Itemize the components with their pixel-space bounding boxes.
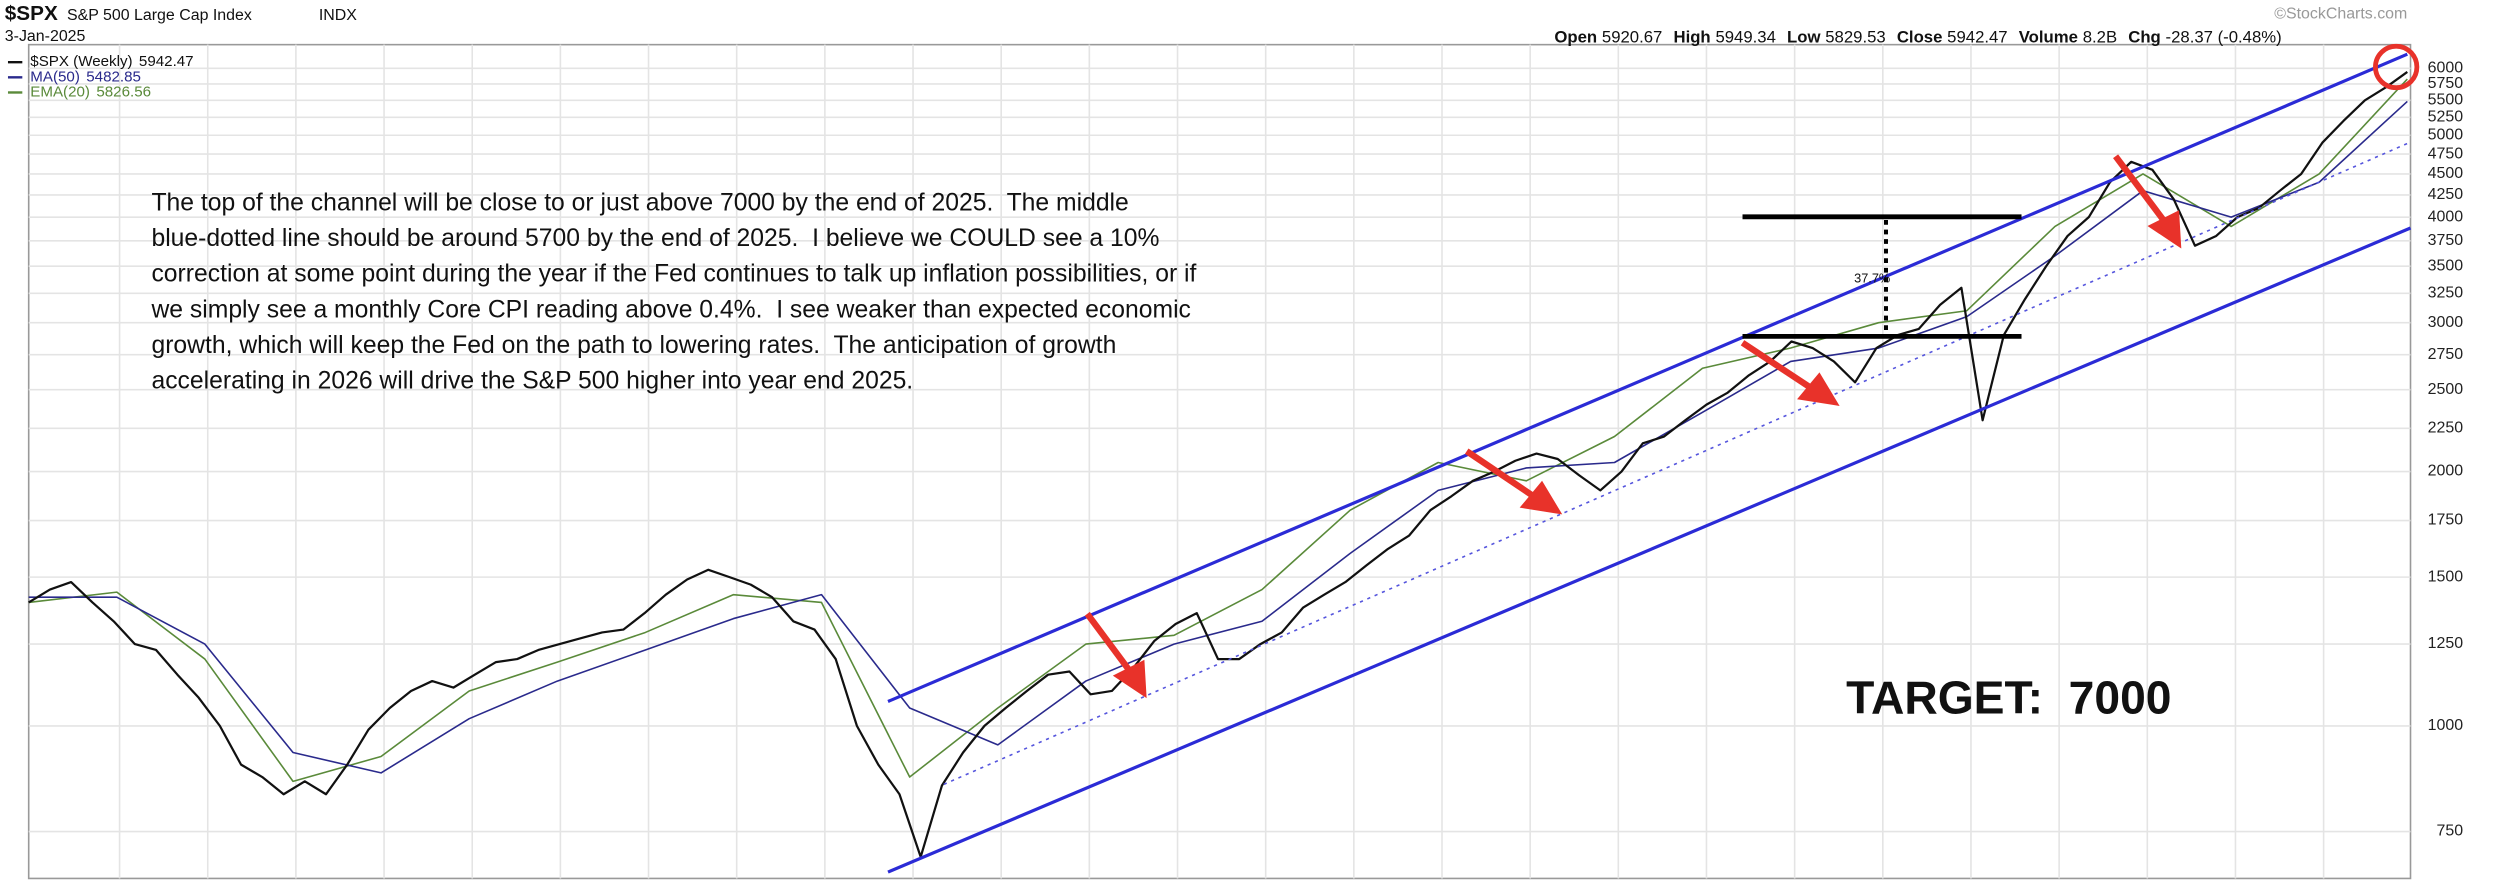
commentary-line: The top of the channel will be close to … [151, 190, 1128, 217]
stat-label: Close [1897, 28, 1943, 47]
grid: 750 1000 1250 1500 1750 2000 2250 2500 2750 3000 3… [28, 60, 2464, 840]
y-tick-label: 4000 [2428, 208, 2464, 225]
y-tick-label: 2250 [2428, 420, 2464, 437]
y-tick-label: 3750 [2428, 232, 2464, 249]
arrow-head [1112, 659, 1147, 699]
arrow [2113, 154, 2171, 229]
symbol: $SPX [5, 2, 58, 25]
stat-label: Open [1554, 28, 1597, 47]
date: 3-Jan-2025 [5, 28, 86, 45]
exchange: INDX [319, 7, 357, 24]
range-label: 37.7% [1854, 270, 1890, 285]
vertical-grid [118, 44, 2325, 879]
commentary-line: growth, which will keep the Fed on the p… [151, 332, 1116, 359]
y-tick-label: 1250 [2428, 635, 2464, 652]
y-tick-label: 1000 [2428, 717, 2464, 734]
legend-value: 5482.85 [86, 68, 141, 85]
commentary-line: accelerating in 2026 will drive the S&P … [151, 367, 913, 394]
arrow-head [1519, 480, 1563, 515]
y-tick-label: 1500 [2428, 568, 2464, 585]
credit: ©StockCharts.com [2274, 6, 2407, 23]
index-name: S&P 500 Large Cap Index [67, 7, 252, 24]
stat-label: High [1674, 28, 1711, 47]
y-tick-label: 2000 [2428, 463, 2464, 480]
legend: $SPX (Weekly) 5942.47 MA(50) 5482.85EMA(20)… [7, 53, 194, 100]
legend-label: $SPX (Weekly) [30, 53, 132, 70]
price-line [28, 78, 2408, 783]
y-tick-label: 750 [2437, 823, 2464, 840]
stat-value: 5949.34 [1715, 28, 1775, 47]
y-tick-label: 4250 [2428, 186, 2464, 203]
y-tick-label: 2500 [2428, 381, 2464, 398]
target-label: TARGET: 7000 [1846, 672, 2171, 724]
y-tick-label: 2750 [2428, 346, 2464, 363]
y-tick-label: 5000 [2428, 126, 2464, 143]
y-tick-label: 6000 [2428, 60, 2464, 77]
middle-channel-line [943, 142, 2408, 786]
commentary-line: we simply see a monthly Core CPI reading… [150, 296, 1190, 323]
price-line [28, 71, 2408, 859]
y-tick-label: 4500 [2428, 165, 2464, 182]
legend-value: 5826.56 [96, 83, 151, 100]
stat-value: 5920.67 [1602, 28, 1662, 47]
highlight-circle [2373, 43, 2420, 91]
y-tick-label: 5500 [2428, 91, 2464, 108]
stat-value: 8.2B [2083, 28, 2117, 47]
stat-label: Low [1787, 28, 1821, 47]
stat-value: -28.37 (-0.48%) [2166, 28, 2282, 47]
y-tick-label: 3500 [2428, 257, 2464, 274]
y-tick-label: 3250 [2428, 285, 2464, 302]
upper-channel-line [887, 52, 2408, 703]
stat-label: Volume [2019, 28, 2078, 47]
channel-annotations [887, 43, 2420, 874]
legend-label: EMA(20) [30, 83, 90, 100]
commentary-line: correction at some point during the year… [151, 261, 1196, 288]
legend-value: 5942.47 [139, 53, 194, 70]
legend-label: MA(50) [30, 68, 80, 85]
arrow [1464, 448, 1542, 504]
stat-value: 5829.53 [1825, 28, 1885, 47]
price-line [28, 100, 2408, 774]
stat-label: Chg [2128, 28, 2161, 47]
arrows [1084, 154, 2182, 699]
y-tick-label: 5750 [2428, 75, 2464, 92]
stats: Open 5920.67 High 5949.34 Low 5829.53 Close 594… [1554, 28, 2281, 47]
arrow-head [2147, 210, 2182, 249]
plot-frame [27, 43, 2412, 880]
y-tick-label: 1750 [2428, 512, 2464, 529]
y-tick-label: 5250 [2428, 109, 2464, 126]
series-group [28, 71, 2408, 859]
commentary-line: blue-dotted line should be around 5700 b… [151, 225, 1159, 252]
arrow [1084, 611, 1137, 678]
arrow [1740, 340, 1820, 395]
y-tick-label: 4750 [2428, 145, 2464, 162]
commentary: The top of the channel will be close to … [150, 190, 1196, 395]
lower-channel-line [887, 226, 2412, 874]
y-tick-label: 3000 [2428, 314, 2464, 331]
stat-value: 5942.47 [1947, 28, 2007, 47]
arrow-head [1797, 372, 1840, 406]
